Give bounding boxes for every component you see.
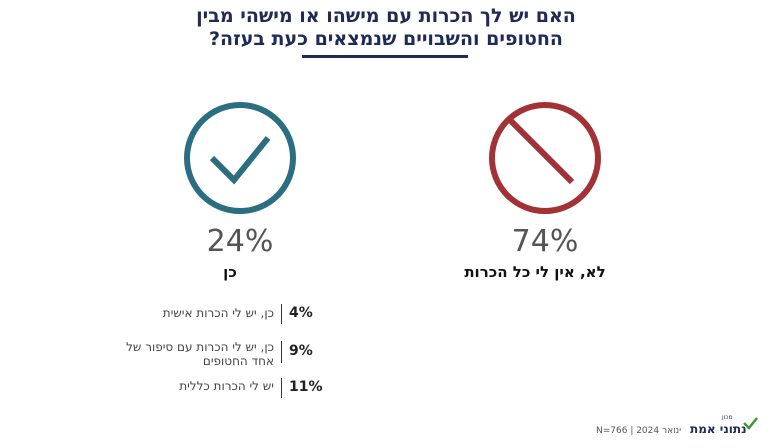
no-icon-slash [505,115,575,185]
divider [281,378,282,398]
title-line: האם יש לך הכרות עם מישהו או מישהי מבין [196,5,576,27]
breakdown-percent: 9% [289,343,313,359]
breakdown-percent: 11% [289,379,323,395]
title-underline [302,55,468,58]
no-icon [489,102,601,214]
breakdown-label: יש לי הכרות כללית [179,379,274,393]
breakdown-percent: 4% [289,305,313,321]
option-percent: 24% [206,224,274,259]
divider [281,304,282,324]
option-label: כן [223,263,237,281]
option-label: לא, אין לי כל הכרות [464,263,606,281]
yes-icon-check [209,136,271,185]
yes-icon [184,102,296,214]
breakdown-label: כן, יש לי הכרות אישית [162,306,274,320]
divider [281,341,282,363]
footer-logo: נתוני אמת [690,422,747,436]
footer-source: N=766 | 2024 ינואר [596,426,682,436]
title-line: החטופים והשבויים שנמצאים כעת בעזה? [209,28,563,50]
option-percent: 74% [511,224,579,259]
logo-mark [743,417,758,430]
breakdown-label: כן, יש לי הכרות עם סיפור של אחד החטופים [126,340,274,368]
footer-logo-prefix: מכון [722,414,733,421]
